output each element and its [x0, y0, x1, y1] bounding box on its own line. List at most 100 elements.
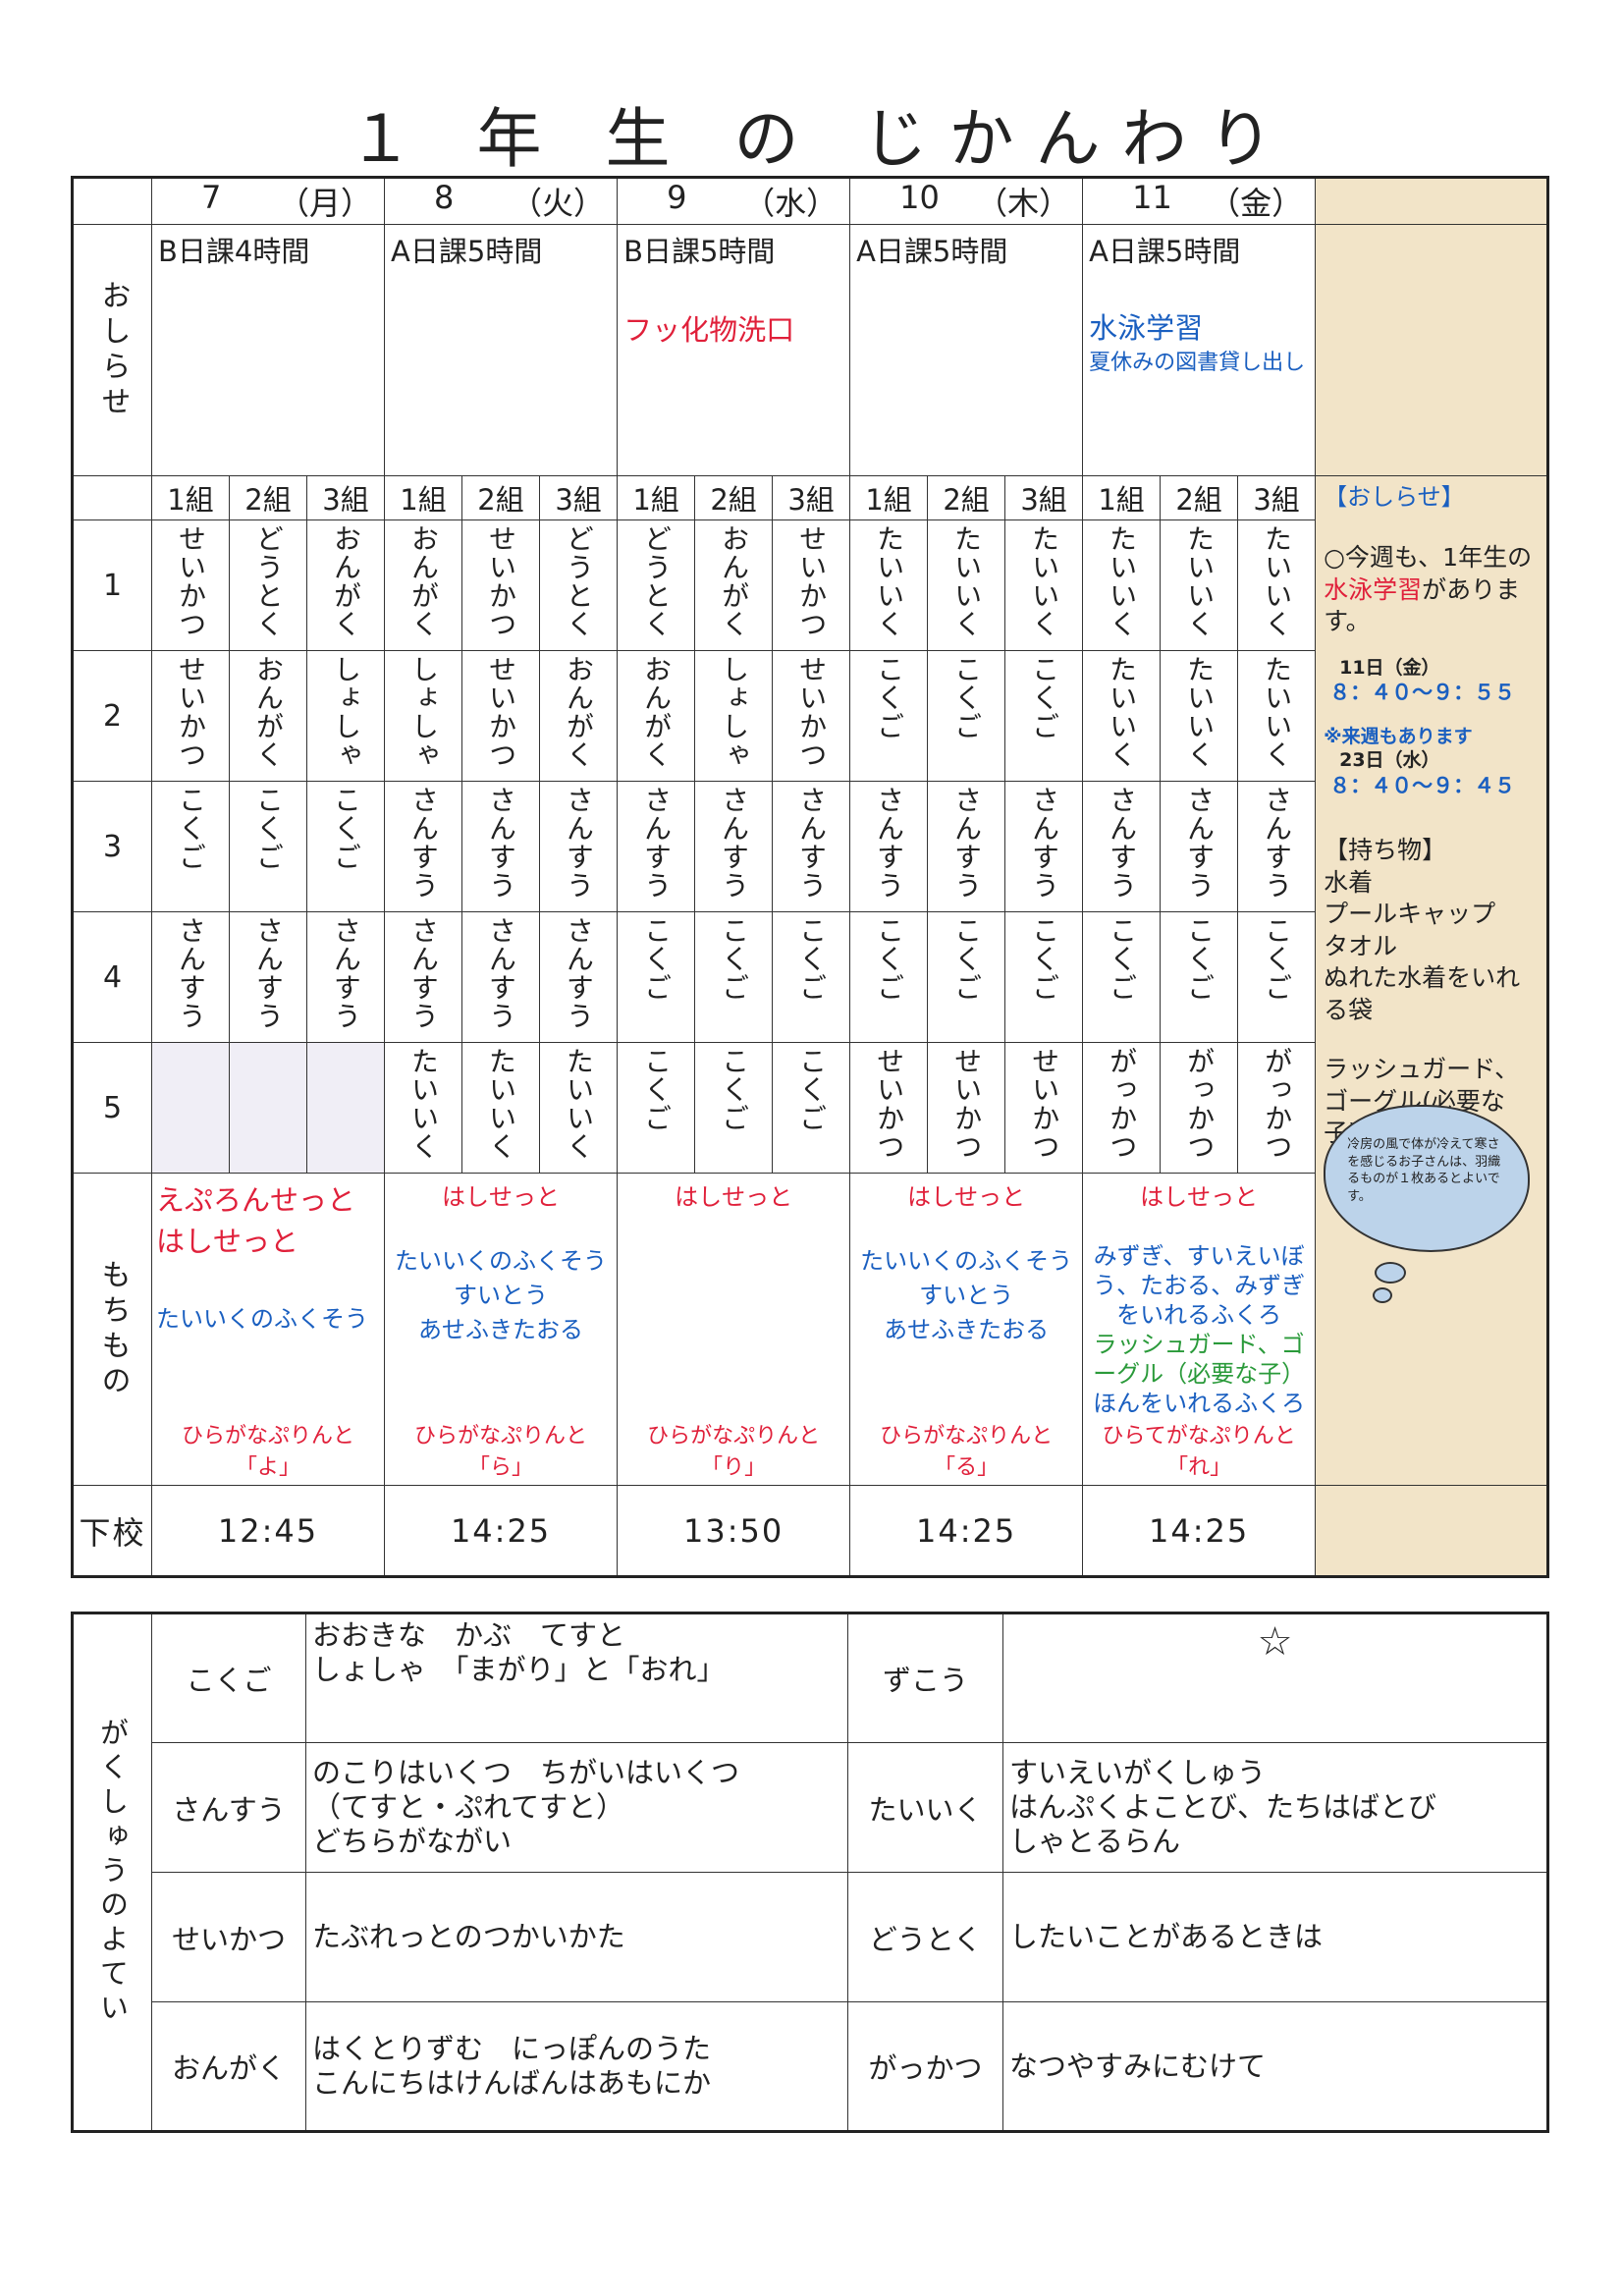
plan-content-line: はくとりずむ にっぽんのうた — [312, 2032, 712, 2066]
subject-cell: こくご — [849, 650, 929, 782]
subject-cell: さんすう — [461, 911, 541, 1043]
subject-cell — [151, 1042, 230, 1174]
notes-panel: 【おしらせ】 ○今週も、1年生の 水泳学習があります。 11日（金） ８：４０～９：５５… — [1315, 475, 1549, 1486]
plan-content-line: どちらがながい — [312, 1824, 513, 1858]
notes-header — [1315, 177, 1549, 225]
belonging-item: えぷろんせっと — [156, 1183, 356, 1217]
subject: どうとく — [252, 524, 285, 638]
subject-cell: せいかつ — [849, 1042, 929, 1174]
dismissal-time: 13:50 — [617, 1485, 851, 1577]
notice-line: B日課4時間 — [158, 235, 310, 268]
plan-content: なつやすみにむけて — [1002, 2001, 1548, 2132]
notice-line: A日課5時間 — [1089, 235, 1241, 268]
subject-cell: さんすう — [849, 781, 929, 912]
subject: たいいく — [1106, 524, 1139, 638]
day-belongings: はしせっと みずぎ、すいえいぼう、たおる、みずぎをいれるふくろ ラッシュガード、ゴー… — [1082, 1173, 1317, 1486]
plan-content-line: しょしゃ 「まがり」と「おれ」 — [312, 1652, 726, 1686]
worksheet-item: ひらがなぷりんと「ら」 — [414, 1424, 588, 1480]
class-label: 2組 — [927, 475, 1006, 520]
subject: こくご — [175, 786, 207, 871]
subject-cell: こくご — [1004, 911, 1084, 1043]
subject: さんすう — [795, 786, 829, 900]
day-date: 10 — [899, 179, 940, 216]
day-of-week: （木） — [976, 185, 1071, 222]
day-belongings: えぷろんせっと はしせっと たいいくのふくそう ひらがなぷりんと「よ」 — [150, 1173, 386, 1486]
subject-cell: さんすう — [694, 781, 774, 912]
subject: さんすう — [175, 916, 207, 1030]
day-date: 7 — [201, 179, 222, 216]
subject-cell: さんすう — [617, 781, 696, 912]
dismissal-label: 下校 — [72, 1485, 152, 1577]
subject-cell: せいかつ — [1004, 1042, 1084, 1174]
day-notice: A日課5時間 — [849, 224, 1084, 476]
belongings-row: もちもの えぷろんせっと はしせっと たいいくのふくそう ひらがなぷりんと「よ」 はしせっ… — [72, 1173, 1548, 1486]
plan-content-line: ☆ — [1257, 1619, 1293, 1665]
subject-cell — [229, 1042, 307, 1174]
day-of-week: （火） — [511, 185, 606, 222]
next-week-note: ※来週もあります — [1324, 725, 1473, 747]
header-row: 7 （月） 8 （火） 9 （水） 10 （木） 11 （金） — [72, 177, 1549, 225]
subject: こくご — [795, 916, 829, 1002]
notice-line: 水泳学習 — [1089, 311, 1204, 345]
corner-cell — [72, 177, 152, 225]
subject: どうとく — [640, 524, 674, 638]
subject-cell: がっかつ — [1082, 1042, 1162, 1174]
item: タオル — [1324, 931, 1398, 960]
dismissal-row: 下校 12:45 14:25 13:50 14:25 14:25 — [72, 1485, 1549, 1577]
subject: たいいく — [1106, 655, 1139, 769]
subject: がっかつ — [1106, 1047, 1139, 1161]
subject: こくご — [1028, 916, 1061, 1002]
class-label: 2組 — [461, 475, 541, 520]
notice-side — [1315, 224, 1549, 476]
subject-cell: こくご — [772, 911, 851, 1043]
subject: さんすう — [563, 786, 596, 900]
subject: おんがく — [563, 655, 596, 769]
dismissal-time: 14:25 — [1082, 1485, 1317, 1577]
swim-date-1: 11日（金） — [1339, 656, 1440, 679]
subject-cell — [305, 1042, 386, 1174]
class-label: 3組 — [305, 475, 386, 520]
subject: こくご — [873, 655, 906, 740]
plan-content-line: たぶれっとのつかいかた — [312, 1920, 625, 1954]
subject-cell: しょしゃ — [384, 650, 463, 782]
subject: せいかつ — [485, 524, 518, 638]
subject-cell: さんすう — [229, 911, 307, 1043]
period-number: 3 — [72, 781, 152, 912]
subject-cell: がっかつ — [1160, 1042, 1239, 1174]
cloud-note: 冷房の風で体が冷えて寒さを感じるお子さんは、羽織るものが１枚あるとよいです。 — [1324, 1105, 1531, 1252]
cloud-bubble — [1373, 1287, 1393, 1303]
subject: こくご — [640, 1047, 674, 1132]
subject: さんすう — [1106, 786, 1139, 900]
belonging-item: はしせっと — [442, 1183, 561, 1211]
class-label: 2組 — [229, 475, 307, 520]
subject-cell: さんすう — [539, 781, 619, 912]
belonging-item: はしせっと — [675, 1183, 793, 1211]
subject: せいかつ — [795, 655, 829, 769]
item: プールキャップ — [1324, 900, 1496, 929]
class-label: 2組 — [694, 475, 774, 520]
swim-time-1: ８：４０～９：５５ — [1329, 681, 1516, 705]
plan-content: はくとりずむ にっぽんのうた こんにちはけんばんはあもにか — [305, 2001, 848, 2132]
plan-content: したいことがあるときは — [1002, 1872, 1548, 2002]
notes-text: ○今週も、1年生の 水泳学習があります。 — [1324, 542, 1539, 638]
day-belongings: はしせっと ひらがなぷりんと「り」 — [617, 1173, 851, 1486]
subject: たいいく — [485, 1047, 518, 1161]
subject-cell: たいいく — [1237, 519, 1317, 651]
plan-subject: どうとく — [847, 1872, 1003, 2002]
plan-content: すいえいがくしゅう はんぷくよことび、たちはばとび しゃとるらん — [1002, 1742, 1548, 1873]
subject: こくご — [640, 916, 674, 1002]
dismissal-time: 12:45 — [150, 1485, 386, 1577]
class-label: 1組 — [151, 475, 230, 520]
subject: おんがく — [718, 524, 751, 638]
subject-cell: たいいく — [539, 1042, 619, 1174]
subject-cell: たいいく — [384, 1042, 463, 1174]
subject: がっかつ — [1261, 1047, 1294, 1161]
period-row: 1 せいかつ どうとく おんがく おんがく せいかつ どうとく どうとく おんがく せいかつ たいい… — [72, 519, 1548, 651]
notes-highlight: 水泳学習 — [1324, 574, 1423, 604]
subject-cell: せいかつ — [151, 650, 230, 782]
belonging-item: たいいくのふくそう — [860, 1247, 1073, 1275]
subject-cell: こくご — [617, 1042, 696, 1174]
subject: さんすう — [407, 786, 441, 900]
subject: こくご — [1261, 916, 1294, 1002]
subject: せいかつ — [950, 1047, 984, 1161]
